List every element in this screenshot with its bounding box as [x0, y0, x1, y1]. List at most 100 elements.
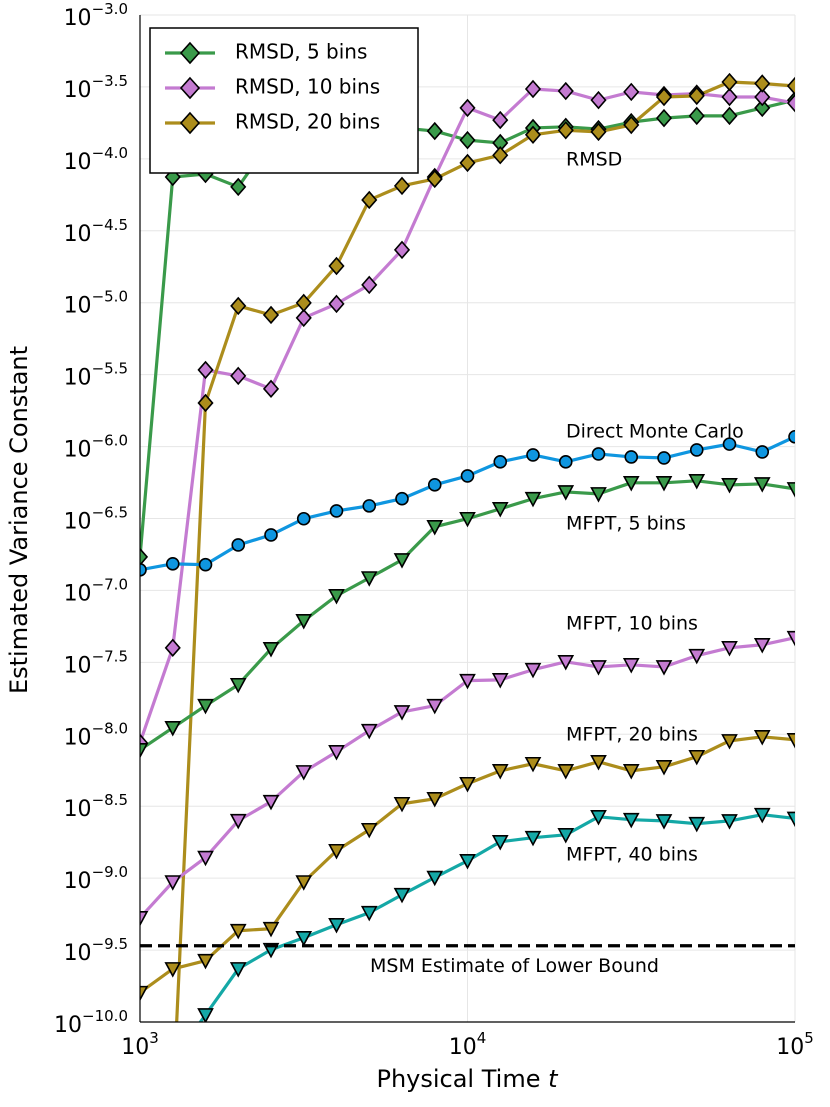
- marker: [264, 528, 278, 542]
- marker: [721, 814, 738, 830]
- marker: [557, 121, 574, 140]
- marker: [361, 275, 378, 295]
- marker: [140, 985, 149, 1002]
- marker: [229, 962, 247, 978]
- marker: [557, 485, 575, 501]
- marker: [460, 469, 475, 483]
- marker: [622, 475, 640, 492]
- marker: [688, 106, 705, 126]
- marker: [688, 648, 706, 665]
- marker: [229, 677, 247, 694]
- marker: [164, 720, 182, 737]
- x-tick-label: 104: [449, 1029, 487, 1061]
- marker: [427, 478, 442, 492]
- y-tick-label: 10−9.5: [64, 935, 128, 967]
- marker: [262, 921, 280, 938]
- marker: [786, 630, 795, 647]
- marker: [140, 547, 149, 567]
- legend-label: RMSD, 5 bins: [235, 40, 367, 64]
- marker: [558, 455, 573, 469]
- marker: [688, 749, 706, 766]
- marker: [164, 962, 182, 978]
- marker: [230, 177, 247, 197]
- marker: [524, 79, 542, 99]
- marker: [328, 745, 345, 761]
- marker: [754, 74, 771, 93]
- marker: [622, 764, 640, 780]
- marker: [590, 90, 607, 110]
- x-axis-label: Physical Time t: [376, 1065, 559, 1093]
- marker: [754, 87, 771, 107]
- marker: [393, 705, 411, 721]
- marker: [786, 93, 795, 113]
- marker: [393, 240, 411, 260]
- marker: [721, 641, 738, 657]
- marker: [295, 293, 312, 313]
- marker: [590, 122, 607, 142]
- marker: [655, 108, 673, 128]
- marker: [557, 81, 574, 101]
- marker: [262, 794, 280, 811]
- labels: 10−3.0 10−3.5 10−4.0 10−4.5 10−5.0 10−5.5 10−6…: [54, 0, 814, 1060]
- marker: [491, 764, 509, 780]
- marker: [328, 917, 345, 934]
- marker: [590, 754, 607, 771]
- series-label: MFPT, 20 bins: [566, 724, 698, 746]
- marker: [786, 811, 795, 828]
- marker: [688, 474, 706, 490]
- marker: [459, 673, 476, 690]
- y-tick-label: 10−5.0: [64, 287, 128, 319]
- marker: [133, 1100, 147, 1107]
- marker: [197, 360, 214, 380]
- y-tick-label: 10−7.5: [64, 647, 128, 679]
- marker: [753, 807, 771, 824]
- y-tick-label: 10−8.5: [64, 791, 128, 823]
- marker: [459, 511, 476, 528]
- marker: [786, 732, 795, 749]
- marker: [591, 447, 606, 461]
- y-tick-label: 10−3.0: [64, 0, 128, 31]
- y-tick-label: 10−8.0: [64, 719, 128, 751]
- marker: [755, 445, 770, 459]
- marker: [360, 822, 378, 839]
- y-tick-label: 10−6.0: [64, 431, 128, 463]
- marker: [197, 698, 214, 715]
- marker: [557, 655, 575, 671]
- marker: [166, 1098, 180, 1107]
- axes: [139, 15, 795, 1023]
- marker: [524, 662, 542, 679]
- marker: [140, 911, 149, 927]
- y-tick-label: 10−4.5: [64, 215, 128, 247]
- marker: [262, 305, 280, 325]
- marker: [491, 834, 509, 851]
- legend-label: RMSD, 20 bins: [235, 110, 380, 134]
- marker: [140, 743, 149, 759]
- marker: [395, 491, 409, 506]
- y-tick-label: 10−3.5: [64, 71, 128, 103]
- marker: [262, 641, 280, 658]
- marker: [753, 477, 771, 493]
- legend-label: RMSD, 10 bins: [235, 75, 380, 99]
- marker: [360, 905, 378, 922]
- marker: [492, 146, 509, 165]
- marker: [328, 256, 345, 276]
- y-tick-label: 10−10.0: [54, 1007, 128, 1039]
- marker: [426, 870, 444, 887]
- marker: [328, 843, 345, 860]
- marker: [197, 1008, 214, 1022]
- x-tick-label: 103: [121, 1029, 159, 1061]
- series-label: Direct Monte Carlo: [566, 421, 744, 443]
- marker: [426, 792, 444, 808]
- marker: [426, 169, 443, 189]
- marker: [524, 756, 542, 773]
- marker: [459, 776, 476, 793]
- marker: [164, 875, 182, 891]
- marker: [788, 429, 795, 444]
- marker: [164, 638, 181, 658]
- series-label: MFPT, 10 bins: [566, 613, 698, 635]
- y-tick-label: 10−5.5: [64, 359, 128, 391]
- marker: [655, 760, 673, 776]
- marker: [296, 511, 311, 526]
- x-tick-label: 105: [776, 1029, 814, 1061]
